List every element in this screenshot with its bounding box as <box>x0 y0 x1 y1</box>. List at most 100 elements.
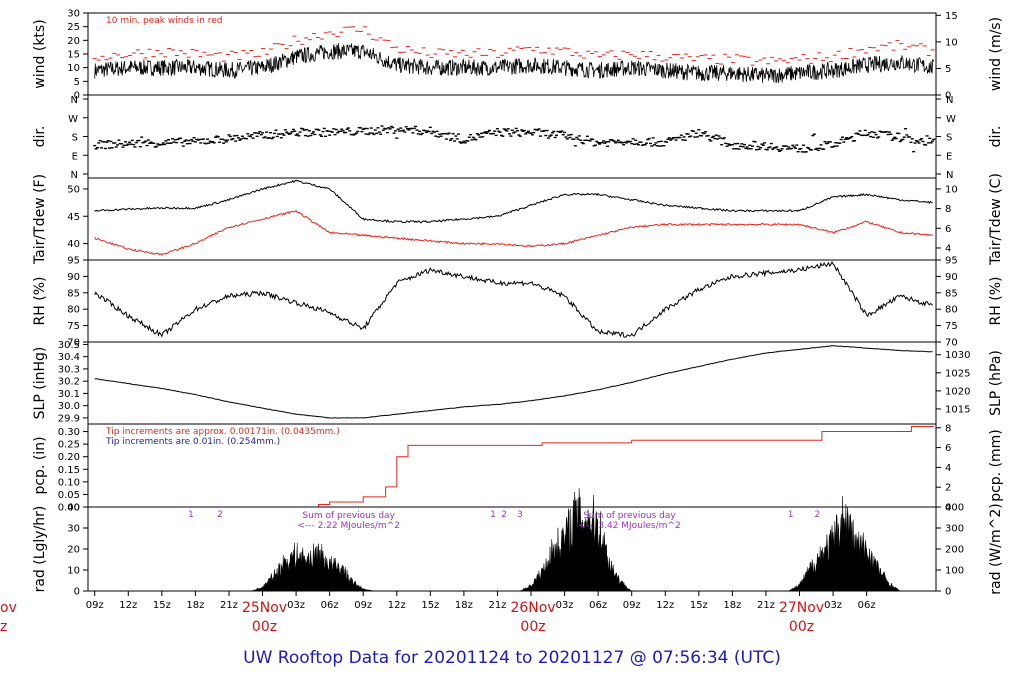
ytick-label: 10 <box>67 63 80 74</box>
ytick-label-right: 100 <box>945 566 964 577</box>
ytick-label: W <box>68 114 78 125</box>
radiation-sum-value: <--- 3.42 MJoules/m^2 <box>578 521 680 531</box>
ytick-label: 30.2 <box>58 377 80 388</box>
ytick-label: N <box>71 170 78 181</box>
ytick-label: 30.1 <box>58 389 80 400</box>
xtick-date-label: 26Nov <box>510 600 555 616</box>
ytick-label-right: 6 <box>945 224 951 235</box>
ytick-label: 30 <box>67 524 80 535</box>
ylabel-right-temperature: Tair/Tdew (C) <box>988 173 1004 266</box>
ytick-label: 0.05 <box>58 490 80 501</box>
ytick-label-right: W <box>946 114 956 125</box>
ytick-label-right: 400 <box>945 503 964 514</box>
annotation-peak-winds: 10 min. peak winds in red <box>106 16 223 26</box>
ytick-label: 0.00 <box>58 503 80 514</box>
ytick-label-right: 90 <box>945 272 958 283</box>
series-pcp-fine <box>94 426 934 508</box>
ytick-label: 0 <box>74 587 80 598</box>
ytick-label-right: 2 <box>945 483 951 494</box>
xtick-label: 15z <box>153 600 171 611</box>
ylabel-right-precipitation: pcp. (mm) <box>988 429 1004 502</box>
ytick-label-right: 1015 <box>945 404 970 415</box>
ytick-label: 10 <box>67 566 80 577</box>
xtick-label: 09z <box>354 600 372 611</box>
radiation-marker: 1 <box>188 510 194 520</box>
ytick-label-right: 1025 <box>945 368 970 379</box>
radiation-marker: 2 <box>501 510 507 520</box>
ytick-label: 0.15 <box>58 465 80 476</box>
ylabel-direction: dir. <box>32 126 48 148</box>
ylabel-relative_humidity: RH (%) <box>32 277 48 326</box>
xtick-label: 15z <box>690 600 708 611</box>
xtick-label: 06z <box>321 600 339 611</box>
ytick-label-right: 6 <box>945 443 951 454</box>
ylabel-right-direction: dir. <box>988 126 1004 148</box>
ytick-label-right: 70 <box>945 338 958 349</box>
panel-frame-pressure <box>87 341 937 425</box>
ytick-label: 29.9 <box>58 413 80 424</box>
radiation-marker: 2 <box>217 510 223 520</box>
ytick-label: 0.25 <box>58 440 80 451</box>
ytick-label: 0.20 <box>58 452 80 463</box>
ytick-label-right: 1030 <box>945 350 970 361</box>
ytick-label-right: 85 <box>945 288 958 299</box>
panel-frame-temperature <box>87 177 937 261</box>
ytick-label-right: 4 <box>945 243 951 254</box>
ytick-label: 30.5 <box>58 340 80 351</box>
ytick-label: 40 <box>67 503 80 514</box>
ytick-label-right: 0 <box>945 503 951 514</box>
xtick-label: 21z <box>757 600 775 611</box>
ylabel-temperature: Tair/Tdew (F) <box>32 174 48 265</box>
ylabel-right-relative_humidity: RH (%) <box>988 277 1004 326</box>
ylabel-right-radiation: rad (W/m^2) <box>988 503 1004 594</box>
annotation-tip-fine: Tip increments are approx. 0.00171in. (0… <box>105 427 340 437</box>
series-relative_humidity <box>94 260 933 338</box>
ytick-label: 30 <box>67 9 80 20</box>
radiation-marker: 2 <box>815 510 821 520</box>
xtick-label: 03z <box>556 600 574 611</box>
ytick-label-right: 95 <box>945 256 958 267</box>
ytick-label: 0.30 <box>58 427 80 438</box>
radiation-sum-value: <--- 2.22 MJoules/m^2 <box>297 521 399 531</box>
xtick-label: 12z <box>119 600 137 611</box>
radiation-marker: 3 <box>517 510 523 520</box>
xtick-time-cut: z <box>0 619 7 635</box>
ytick-label-right: 10 <box>945 37 958 48</box>
xtick-label: 15z <box>421 600 439 611</box>
ytick-label-right: 4 <box>945 463 951 474</box>
ytick-label-right: 15 <box>945 11 958 22</box>
xtick-label: 03z <box>287 600 305 611</box>
ylabel-precipitation: pcp. (in) <box>32 436 48 494</box>
ytick-label-right: N <box>946 170 953 181</box>
ytick-label: 30.4 <box>58 352 80 363</box>
ytick-label: 30.3 <box>58 364 80 375</box>
xtick-label: 18z <box>186 600 204 611</box>
ytick-label: 50 <box>67 184 80 195</box>
xtick-date-time: 00z <box>252 619 277 635</box>
series-tair <box>94 179 933 224</box>
ytick-label: 15 <box>67 50 80 61</box>
xtick-label: 18z <box>455 600 473 611</box>
series-tdew <box>94 209 933 256</box>
meteogram-chart: wind (kts) wind (m/s)05101520253005101510… <box>0 9 1004 636</box>
ytick-label-right: N <box>946 95 953 106</box>
series-radiation <box>94 488 934 592</box>
ytick-label-right: 75 <box>945 321 958 332</box>
xtick-label: 12z <box>656 600 674 611</box>
radiation-sum-label: Sum of previous day <box>302 511 395 521</box>
xtick-label: 06z <box>858 600 876 611</box>
annotation-tip-coarse: Tip increments are 0.01in. (0.254mm.) <box>105 437 280 447</box>
ytick-label: 70 <box>67 338 80 349</box>
radiation-marker: 1 <box>490 510 496 520</box>
xtick-label: 03z <box>824 600 842 611</box>
ytick-label-right: 10 <box>945 184 958 195</box>
radiation-sum-label: Sum of previous day <box>583 511 676 521</box>
series-pcp-coarse <box>94 506 272 507</box>
ytick-label: 75 <box>67 321 80 332</box>
ytick-label: E <box>72 151 78 162</box>
ytick-label-right: 5 <box>945 64 951 75</box>
xtick-label: 09z <box>86 600 104 611</box>
ytick-label: 0.10 <box>58 477 80 488</box>
xtick-label: 21z <box>220 600 238 611</box>
ytick-label: 90 <box>67 272 80 283</box>
